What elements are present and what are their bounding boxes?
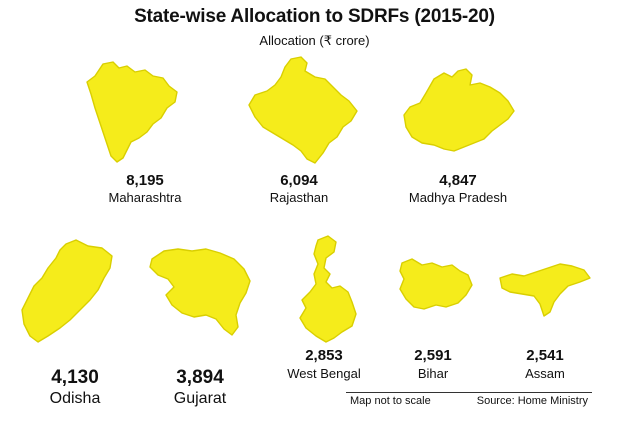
west-bengal-name: West Bengal bbox=[287, 366, 361, 381]
bihar-shape bbox=[396, 255, 476, 315]
maharashtra-name: Maharashtra bbox=[108, 190, 182, 205]
assam-shape bbox=[494, 260, 594, 320]
odisha-name: Odisha bbox=[49, 390, 101, 407]
odisha-value: 4,130 bbox=[51, 367, 99, 388]
chart-subtitle: Allocation (₹ crore) bbox=[259, 33, 370, 48]
maharashtra-shape bbox=[83, 58, 183, 168]
chart-title: State-wise Allocation to SDRFs (2015-20) bbox=[134, 6, 495, 27]
assam-name: Assam bbox=[525, 366, 565, 381]
gujarat-value: 3,894 bbox=[176, 367, 224, 388]
rajasthan-name: Rajasthan bbox=[269, 190, 329, 205]
scale-note: Map not to scale bbox=[350, 395, 431, 407]
west-bengal-value: 2,853 bbox=[305, 347, 343, 364]
madhya-pradesh-name: Madhya Pradesh bbox=[408, 190, 508, 205]
maharashtra-value: 8,195 bbox=[126, 172, 164, 189]
footer: Map not to scale Source: Home Ministry bbox=[346, 392, 592, 407]
gujarat-shape bbox=[146, 245, 258, 340]
west-bengal-shape bbox=[290, 234, 364, 346]
bihar-value: 2,591 bbox=[414, 347, 452, 364]
rajasthan-value: 6,094 bbox=[280, 172, 318, 189]
source-note: Source: Home Ministry bbox=[476, 395, 588, 407]
assam-value: 2,541 bbox=[526, 347, 564, 364]
odisha-shape bbox=[18, 238, 118, 346]
rajasthan-shape bbox=[245, 55, 365, 170]
gujarat-name: Gujarat bbox=[173, 390, 227, 407]
bihar-name: Bihar bbox=[417, 366, 449, 381]
madhya-pradesh-shape bbox=[400, 65, 520, 165]
madhya-pradesh-value: 4,847 bbox=[439, 172, 477, 189]
